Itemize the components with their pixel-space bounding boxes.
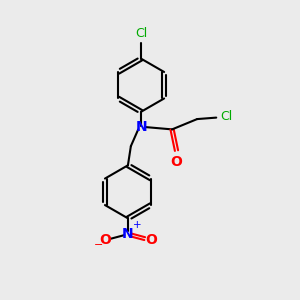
Text: O: O xyxy=(99,233,111,247)
Text: Cl: Cl xyxy=(220,110,232,123)
Text: −: − xyxy=(94,240,103,250)
Text: +: + xyxy=(133,220,142,230)
Text: N: N xyxy=(135,120,147,134)
Text: O: O xyxy=(171,155,182,169)
Text: O: O xyxy=(145,233,157,247)
Text: N: N xyxy=(122,226,134,241)
Text: Cl: Cl xyxy=(135,27,147,40)
